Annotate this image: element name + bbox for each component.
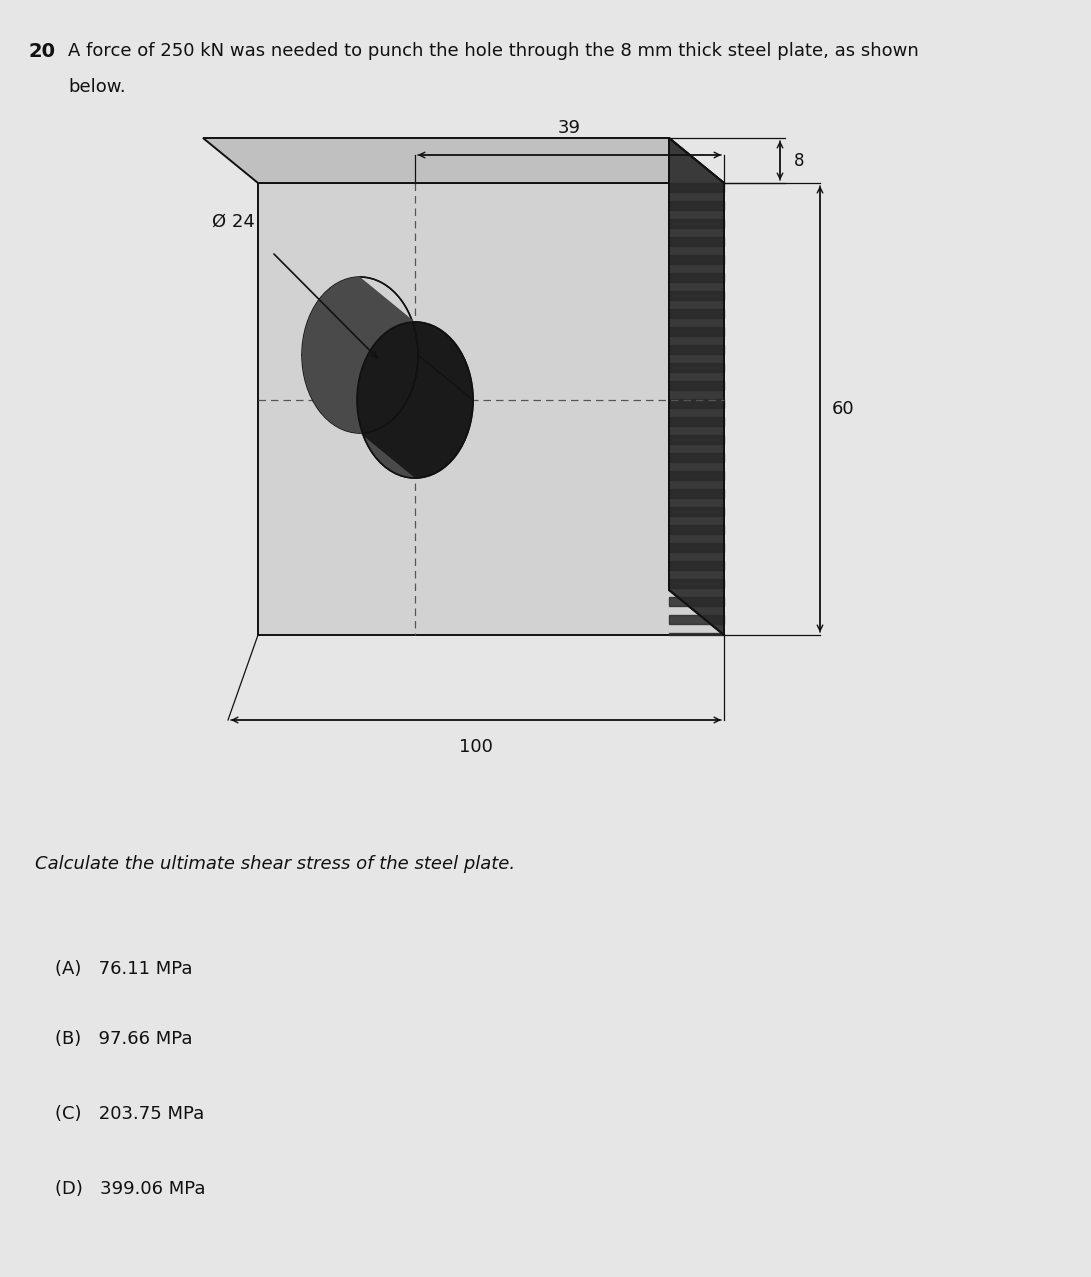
Text: 8: 8 xyxy=(794,152,804,170)
Text: below.: below. xyxy=(68,78,125,96)
Text: (C)   203.75 MPa: (C) 203.75 MPa xyxy=(55,1105,204,1122)
Ellipse shape xyxy=(357,322,473,478)
Text: (B)   97.66 MPa: (B) 97.66 MPa xyxy=(55,1031,192,1048)
Polygon shape xyxy=(669,345,724,354)
Polygon shape xyxy=(669,309,724,318)
Polygon shape xyxy=(669,398,724,407)
Polygon shape xyxy=(669,561,724,570)
Polygon shape xyxy=(669,578,724,587)
Polygon shape xyxy=(669,363,724,372)
Polygon shape xyxy=(669,183,724,192)
Polygon shape xyxy=(302,277,415,478)
Polygon shape xyxy=(669,327,724,336)
Polygon shape xyxy=(669,633,724,635)
Polygon shape xyxy=(669,238,724,246)
Polygon shape xyxy=(669,255,724,264)
Polygon shape xyxy=(257,183,724,635)
Text: 60: 60 xyxy=(832,400,854,418)
Polygon shape xyxy=(669,489,724,498)
Text: Calculate the ultimate shear stress of the steel plate.: Calculate the ultimate shear stress of t… xyxy=(35,856,515,873)
Polygon shape xyxy=(669,453,724,462)
Text: (A)   76.11 MPa: (A) 76.11 MPa xyxy=(55,960,192,978)
Polygon shape xyxy=(669,138,724,635)
Polygon shape xyxy=(669,435,724,444)
Text: (D)   399.06 MPa: (D) 399.06 MPa xyxy=(55,1180,205,1198)
Text: 39: 39 xyxy=(558,119,582,137)
Text: 100: 100 xyxy=(459,738,493,756)
Polygon shape xyxy=(203,138,724,183)
Polygon shape xyxy=(669,543,724,552)
Polygon shape xyxy=(669,218,724,229)
Polygon shape xyxy=(669,291,724,300)
Polygon shape xyxy=(669,381,724,389)
Text: A force of 250 kN was needed to punch the hole through the 8 mm thick steel plat: A force of 250 kN was needed to punch th… xyxy=(68,42,919,60)
Polygon shape xyxy=(669,471,724,480)
Text: 20: 20 xyxy=(28,42,55,61)
Polygon shape xyxy=(669,273,724,282)
Text: Ø 24: Ø 24 xyxy=(212,213,255,231)
Polygon shape xyxy=(669,200,724,209)
Polygon shape xyxy=(669,418,724,427)
Polygon shape xyxy=(669,507,724,516)
Polygon shape xyxy=(669,616,724,624)
Polygon shape xyxy=(669,525,724,534)
Polygon shape xyxy=(669,598,724,607)
